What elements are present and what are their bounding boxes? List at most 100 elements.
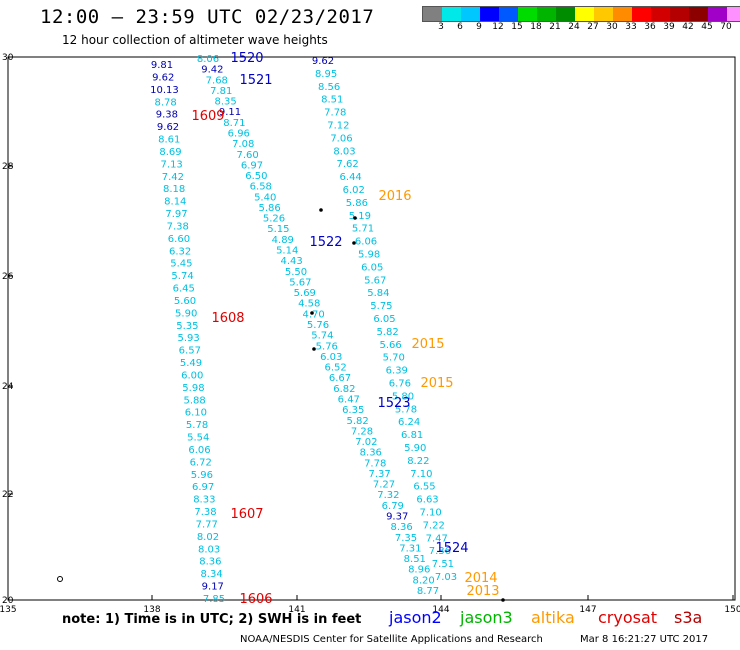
wave-height-label: 6.50 (245, 171, 267, 182)
wave-height-label: 5.70 (383, 353, 405, 364)
x-tick-label: 138 (143, 605, 160, 615)
wave-height-label: 6.55 (413, 482, 435, 493)
wave-height-label: 7.51 (432, 559, 454, 570)
pass-number-label: 2015 (420, 376, 453, 391)
wave-height-label: 8.14 (164, 197, 186, 208)
wave-height-label: 5.74 (171, 271, 193, 282)
y-tick-label: 22 (2, 490, 13, 500)
wave-height-label: 8.77 (417, 586, 439, 597)
wave-height-label: 4.43 (280, 256, 302, 267)
wave-height-label: 5.75 (370, 301, 392, 312)
wave-height-label: 7.06 (330, 133, 352, 144)
legend-jason3: jason3 (460, 608, 513, 627)
wave-height-label: 9.42 (201, 65, 223, 76)
wave-height-label: 8.36 (199, 557, 221, 568)
track-marker (501, 598, 505, 602)
wave-height-label: 5.66 (380, 340, 402, 351)
y-tick-label: 30 (2, 53, 14, 63)
colorbar-label: 33 (625, 22, 637, 32)
map-title: 12:00 – 23:59 UTC 02/23/2017 (40, 6, 375, 28)
wave-height-label: 4.58 (298, 299, 320, 310)
wave-height-label: 5.71 (352, 224, 374, 235)
wave-height-label: 5.84 (367, 288, 389, 299)
wave-height-label: 8.51 (321, 95, 343, 106)
wave-height-label: 9.62 (157, 122, 179, 133)
legend-altika: altika (531, 608, 575, 627)
wave-height-label: 7.62 (336, 159, 358, 170)
pass-number-label: 2014 (464, 571, 497, 586)
wave-height-label: 5.78 (395, 404, 417, 415)
wave-height-label: 8.36 (390, 522, 412, 533)
colorbar-swatch (556, 7, 575, 21)
units-note: note: 1) Time is in UTC; 2) SWH is in fe… (62, 612, 362, 627)
wave-height-label: 5.93 (177, 333, 199, 344)
wave-height-label: 6.39 (386, 366, 408, 377)
map-subtitle: 12 hour collection of altimeter wave hei… (62, 33, 328, 47)
wave-height-label: 7.35 (395, 533, 417, 544)
wave-height-label: 9.62 (312, 56, 334, 67)
wave-height-label: 6.02 (343, 185, 365, 196)
colorbar-label: 12 (492, 22, 504, 32)
colorbar-swatch (632, 7, 651, 21)
track-marker (310, 311, 314, 315)
track-marker (319, 208, 323, 212)
wave-height-label: 8.71 (223, 118, 245, 129)
y-tick-label: 24 (2, 382, 14, 392)
wave-height-label: 7.42 (162, 172, 184, 183)
wave-height-label: 5.40 (254, 192, 276, 203)
colorbar-swatch (442, 7, 461, 21)
wave-height-label: 4.70 (302, 309, 324, 320)
colorbar-label: 30 (606, 22, 618, 32)
wave-height-label: 5.45 (170, 259, 192, 270)
wave-height-label: 8.03 (198, 544, 220, 555)
colorbar-swatch (575, 7, 594, 21)
wave-height-label: 8.33 (193, 495, 215, 506)
wave-height-label: 7.10 (410, 469, 432, 480)
wave-height-label: 5.60 (174, 296, 196, 307)
colorbar-swatch (499, 7, 518, 21)
wave-height-label: 7.78 (324, 108, 346, 119)
wave-height-label: 7.36 (429, 546, 451, 557)
wave-height-label: 5.86 (258, 203, 280, 214)
wave-height-label: 8.95 (315, 69, 337, 80)
track-marker (312, 347, 316, 351)
wave-height-label: 7.08 (232, 139, 254, 150)
wave-height-label: 6.06 (355, 237, 377, 248)
wave-height-label: 7.85 (203, 594, 225, 605)
wave-height-label: 6.57 (179, 346, 201, 357)
colorbar-label: 18 (530, 22, 542, 32)
wave-height-label: 9.81 (151, 60, 173, 71)
wave-height-label: 7.38 (167, 221, 189, 232)
wave-height-label: 9.62 (152, 72, 174, 83)
colorbar-label: 24 (568, 22, 580, 32)
wave-height-label: 5.49 (180, 358, 202, 369)
wave-height-label: 5.35 (176, 321, 198, 332)
x-tick-label: 135 (0, 605, 17, 615)
wave-height-colorbar (422, 6, 740, 22)
wave-height-label: 10.13 (150, 85, 179, 96)
wave-height-label: 6.05 (373, 314, 395, 325)
wave-height-label: 5.86 (346, 198, 368, 209)
wave-height-label: 7.47 (426, 533, 448, 544)
wave-height-label: 5.88 (184, 395, 206, 406)
y-tick-label: 28 (2, 162, 14, 172)
wave-height-label: 8.03 (333, 146, 355, 157)
wave-height-label: 5.15 (267, 224, 289, 235)
wave-height-label: 6.97 (192, 482, 214, 493)
legend-cryosat: cryosat (598, 608, 658, 627)
wave-height-label: 6.44 (340, 172, 362, 183)
wave-height-label: 5.67 (364, 275, 386, 286)
colorbar-swatch (613, 7, 632, 21)
pass-number-label: 1520 (230, 51, 263, 66)
wave-height-label: 5.69 (294, 288, 316, 299)
wave-height-label: 6.03 (320, 352, 342, 363)
colorbar-label: 15 (511, 22, 523, 32)
wave-height-label: 5.98 (182, 383, 204, 394)
wave-height-label: 7.38 (194, 507, 216, 518)
pass-number-label: 1606 (239, 592, 272, 607)
wave-height-label: 5.90 (175, 308, 197, 319)
wave-height-label: 6.58 (250, 182, 272, 193)
pass-number-label: 1607 (230, 507, 263, 522)
wave-height-label: 6.24 (398, 417, 420, 428)
